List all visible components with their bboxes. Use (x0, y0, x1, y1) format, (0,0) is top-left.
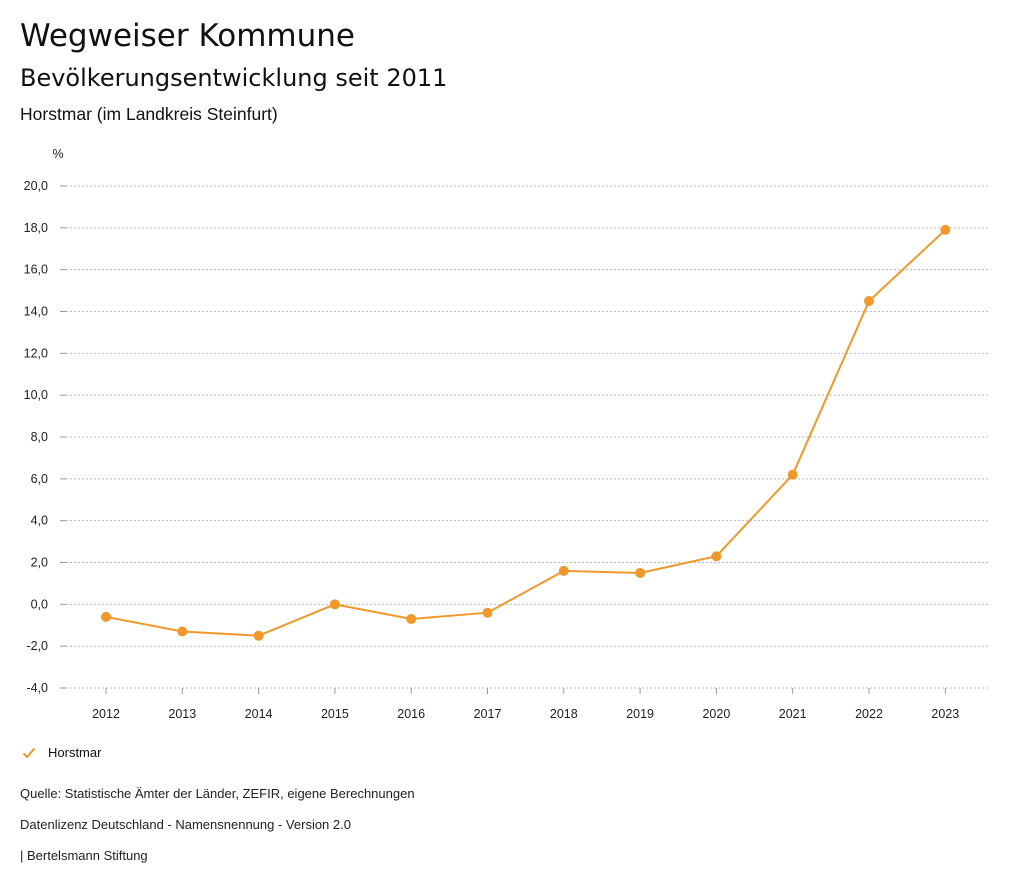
y-tick-label: 12,0 (24, 346, 48, 360)
x-axis-ticks: 2012 2013 2014 2015 2016 2017 2018 2019 2020 2021… (92, 688, 959, 721)
data-point-2016[interactable] (406, 613, 417, 624)
source-note: Quelle: Statistische Ämter der Länder, Z… (20, 786, 415, 801)
x-tick-label: 2012 (92, 707, 120, 721)
y-tick-label: 8,0 (31, 430, 48, 444)
line-chart: % -4,0 -2,0 0,0 2,0 4,0 6,0 8,0 10,0 12,0 14,0 16,… (24, 147, 990, 721)
y-axis-unit-label: % (52, 147, 63, 161)
y-tick-label: -2,0 (26, 639, 48, 653)
x-tick-label: 2019 (626, 707, 654, 721)
x-tick-label: 2023 (931, 707, 959, 721)
chart-subtitle: Bevölkerungsentwicklung seit 2011 (20, 64, 448, 92)
page-title: Wegweiser Kommune (20, 18, 355, 54)
y-tick-label: 18,0 (24, 221, 48, 235)
x-tick-label: 2022 (855, 707, 883, 721)
legend[interactable]: Horstmar (22, 745, 101, 760)
y-tick-label: 14,0 (24, 305, 48, 319)
data-point-2013[interactable] (177, 626, 188, 637)
license-note[interactable]: Datenlizenz Deutschland - Namensnennung … (20, 817, 351, 832)
data-point-2012[interactable] (101, 611, 111, 622)
data-point-2017[interactable] (482, 607, 493, 618)
grid-lines (66, 185, 990, 689)
series-line (105, 229, 946, 637)
data-point-2021[interactable] (787, 469, 798, 480)
y-tick-label: 0,0 (31, 597, 48, 611)
data-point-2018[interactable] (558, 565, 569, 576)
region-label: Horstmar (im Landkreis Steinfurt) (20, 104, 278, 124)
data-point-2023[interactable] (940, 224, 951, 235)
series-horstmar[interactable] (101, 224, 951, 641)
y-tick-label: 10,0 (24, 388, 48, 402)
y-tick-label: -4,0 (26, 681, 48, 695)
legend-label-horstmar: Horstmar (48, 745, 102, 760)
data-point-2014[interactable] (253, 630, 264, 641)
y-tick-label: 6,0 (31, 472, 48, 486)
x-tick-label: 2021 (779, 707, 807, 721)
data-point-2019[interactable] (635, 567, 646, 578)
y-tick-label: 16,0 (24, 263, 48, 277)
x-tick-label: 2020 (702, 707, 730, 721)
y-tick-label: 20,0 (24, 179, 48, 193)
y-tick-label: 4,0 (31, 514, 48, 528)
data-point-2020[interactable] (711, 551, 722, 562)
x-tick-label: 2013 (168, 707, 196, 721)
x-tick-label: 2016 (397, 707, 425, 721)
x-tick-label: 2015 (321, 707, 349, 721)
check-icon (22, 747, 36, 758)
x-tick-label: 2018 (550, 707, 578, 721)
y-tick-label: 2,0 (31, 556, 48, 570)
data-point-2022[interactable] (864, 296, 874, 307)
y-axis-ticks: -4,0 -2,0 0,0 2,0 4,0 6,0 8,0 10,0 12,0 14,0 16,0 1… (24, 179, 66, 695)
x-tick-label: 2014 (245, 707, 273, 721)
x-tick-label: 2017 (474, 707, 502, 721)
data-point-2015[interactable] (329, 599, 340, 610)
publisher-note[interactable]: | Bertelsmann Stiftung (20, 848, 148, 863)
